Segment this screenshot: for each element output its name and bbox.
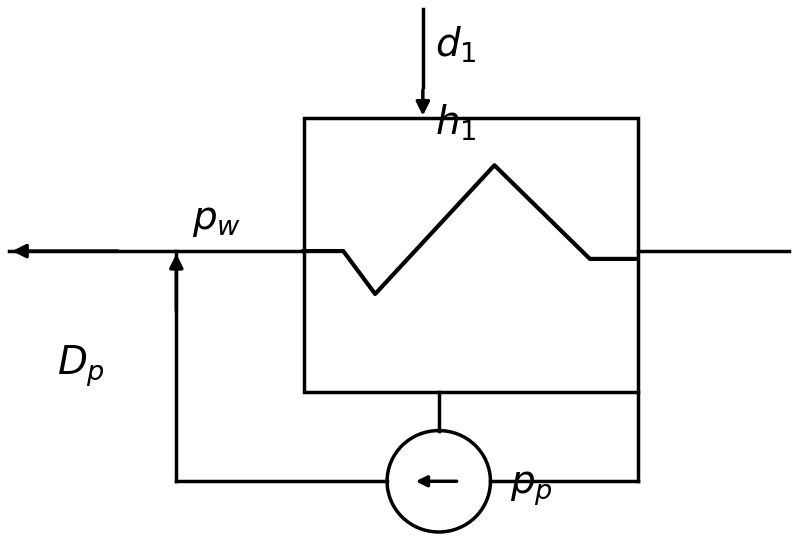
Text: $D_p$: $D_p$ bbox=[57, 343, 105, 389]
Text: $p_p$: $p_p$ bbox=[511, 470, 553, 508]
Text: $h_1$: $h_1$ bbox=[435, 103, 476, 143]
Text: $d_1$: $d_1$ bbox=[435, 25, 476, 65]
Text: $p_w$: $p_w$ bbox=[192, 203, 241, 239]
